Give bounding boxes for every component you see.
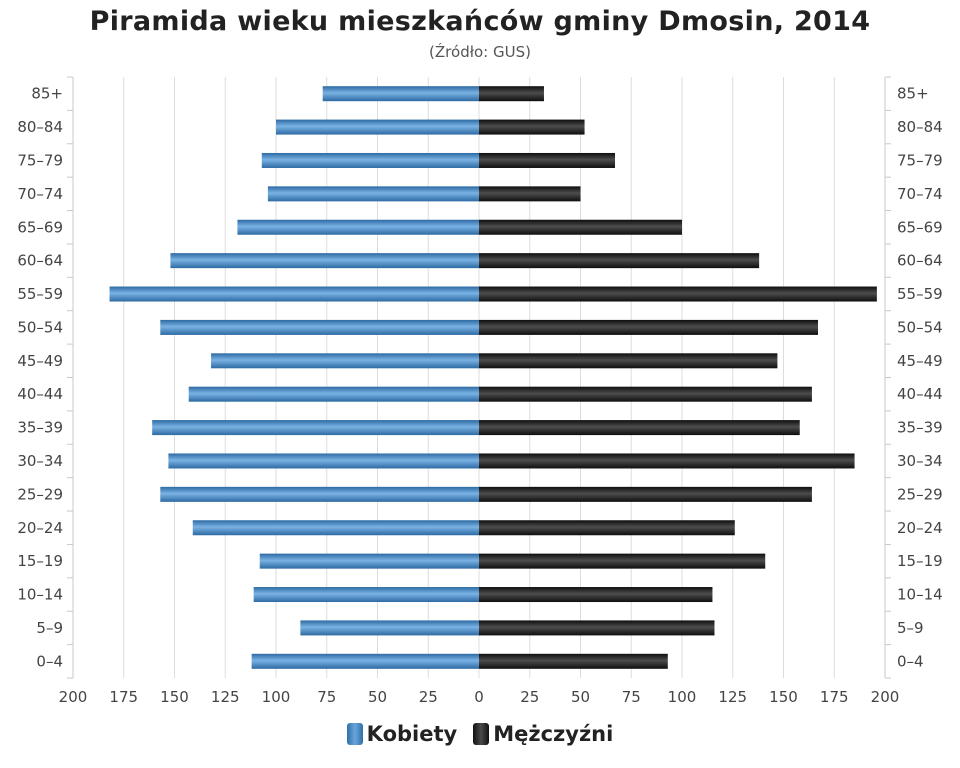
y-tick-label-right: 25–29 xyxy=(897,485,943,503)
bar-men xyxy=(479,119,585,135)
chart-subtitle: (Źródło: GUS) xyxy=(429,43,531,61)
y-tick-label-left: 75–79 xyxy=(17,151,63,169)
x-tick-label: 125 xyxy=(211,688,240,706)
x-tick-label: 150 xyxy=(769,688,798,706)
y-tick-label-left: 5–9 xyxy=(36,619,63,637)
y-tick-label-left: 60–64 xyxy=(17,252,63,270)
bar-men xyxy=(479,386,812,402)
y-tick-label-left: 65–69 xyxy=(17,218,63,236)
y-tick-label-right: 70–74 xyxy=(897,185,943,203)
x-tick-label: 175 xyxy=(820,688,849,706)
bar-men xyxy=(479,286,877,302)
bar-men xyxy=(479,486,812,502)
y-tick-label-right: 15–19 xyxy=(897,552,943,570)
y-tick-label-right: 60–64 xyxy=(897,252,943,270)
y-tick-label-right: 20–24 xyxy=(897,519,943,537)
bar-women xyxy=(322,86,479,102)
y-tick-label-right: 85+ xyxy=(897,85,929,103)
x-tick-label: 75 xyxy=(622,688,641,706)
x-tick-label: 150 xyxy=(160,688,189,706)
y-tick-label-right: 10–14 xyxy=(897,586,943,604)
bar-men xyxy=(479,186,581,202)
y-tick-label-left: 40–44 xyxy=(17,385,63,403)
x-tick-label: 200 xyxy=(59,688,88,706)
legend-item-men[interactable]: Mężczyźni xyxy=(473,722,613,746)
y-tick-label-right: 75–79 xyxy=(897,151,943,169)
bar-men xyxy=(479,453,855,469)
bar-women xyxy=(160,486,480,502)
y-tick-label-left: 25–29 xyxy=(17,485,63,503)
legend-item-women[interactable]: Kobiety xyxy=(346,722,458,746)
x-tick-label: 200 xyxy=(871,688,900,706)
bar-men xyxy=(479,152,616,168)
bar-women xyxy=(160,319,480,335)
legend-label-men: Mężczyźni xyxy=(493,722,614,746)
bar-women xyxy=(267,186,479,202)
y-tick-label-right: 50–54 xyxy=(897,318,943,336)
y-tick-label-left: 10–14 xyxy=(17,586,63,604)
bar-women xyxy=(211,353,480,369)
bar-women xyxy=(251,653,479,669)
y-tick-label-left: 50–54 xyxy=(17,318,63,336)
x-tick-label: 125 xyxy=(718,688,747,706)
bar-women xyxy=(192,520,479,536)
x-tick-label: 75 xyxy=(317,688,336,706)
x-tick-label: 25 xyxy=(419,688,438,706)
y-tick-label-right: 45–49 xyxy=(897,352,943,370)
bar-women xyxy=(300,620,479,636)
legend-swatch-men xyxy=(473,723,490,745)
bar-women xyxy=(188,386,479,402)
bar-men xyxy=(479,319,819,335)
y-tick-label-right: 5–9 xyxy=(897,619,924,637)
y-tick-label-left: 0–4 xyxy=(36,652,63,670)
x-tick-label: 50 xyxy=(368,688,387,706)
bar-women xyxy=(152,420,480,436)
bar-women xyxy=(168,453,479,469)
x-tick-label: 100 xyxy=(262,688,291,706)
y-tick-label-right: 0–4 xyxy=(897,652,924,670)
chart-title: Piramida wieku mieszkańców gminy Dmosin,… xyxy=(89,6,871,37)
y-tick-label-left: 45–49 xyxy=(17,352,63,370)
bar-men xyxy=(479,620,715,636)
y-tick-label-right: 80–84 xyxy=(897,118,943,136)
y-tick-label-left: 70–74 xyxy=(17,185,63,203)
y-tick-label-left: 80–84 xyxy=(17,118,63,136)
bar-men xyxy=(479,520,735,536)
y-tick-label-right: 65–69 xyxy=(897,218,943,236)
x-tick-label: 0 xyxy=(474,688,484,706)
x-tick-label: 100 xyxy=(668,688,697,706)
bar-men xyxy=(479,353,778,369)
legend-label-women: Kobiety xyxy=(366,722,458,746)
bar-women xyxy=(253,587,479,603)
y-tick-label-left: 85+ xyxy=(31,85,63,103)
bar-women xyxy=(109,286,479,302)
bar-women xyxy=(237,219,479,235)
bar-men xyxy=(479,219,682,235)
y-tick-label-left: 15–19 xyxy=(17,552,63,570)
y-tick-label-right: 55–59 xyxy=(897,285,943,303)
y-tick-label-left: 30–34 xyxy=(17,452,63,470)
bar-men xyxy=(479,553,766,569)
bar-men xyxy=(479,587,713,603)
bar-men xyxy=(479,420,800,436)
x-tick-label: 175 xyxy=(109,688,138,706)
x-tick-label: 25 xyxy=(520,688,539,706)
x-tick-label: 50 xyxy=(571,688,590,706)
y-tick-label-right: 40–44 xyxy=(897,385,943,403)
legend-swatch-women xyxy=(346,723,363,745)
bar-men xyxy=(479,653,668,669)
bar-men xyxy=(479,86,544,102)
bar-men xyxy=(479,253,760,269)
bar-women xyxy=(259,553,479,569)
y-tick-label-right: 35–39 xyxy=(897,419,943,437)
y-tick-label-left: 35–39 xyxy=(17,419,63,437)
legend: Kobiety Mężczyźni xyxy=(0,722,960,746)
y-tick-label-left: 20–24 xyxy=(17,519,63,537)
bar-women xyxy=(170,253,479,269)
y-tick-label-right: 30–34 xyxy=(897,452,943,470)
bar-women xyxy=(276,119,479,135)
y-tick-label-left: 55–59 xyxy=(17,285,63,303)
bar-women xyxy=(261,152,479,168)
